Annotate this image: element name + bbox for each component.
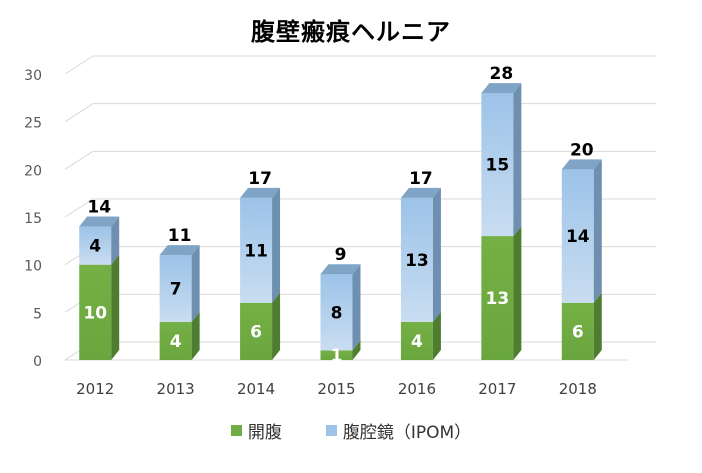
bar-segment [400, 321, 433, 360]
bar-segment [159, 255, 192, 322]
bar-segment [159, 321, 192, 360]
total-label: 17 [409, 169, 433, 189]
bar-top-face [400, 187, 441, 198]
bar-segment [240, 302, 273, 360]
total-label: 28 [490, 64, 514, 84]
gridline [64, 150, 656, 170]
total-label: 9 [335, 245, 347, 265]
y-tick-label: 10 [24, 259, 42, 275]
bar-side-face [352, 264, 361, 351]
bar-segment [561, 169, 594, 303]
data-label: 1 [331, 346, 343, 366]
data-label: 4 [89, 237, 101, 257]
total-label: 14 [87, 198, 111, 218]
bar-side-face [513, 83, 522, 237]
y-tick-label: 5 [33, 306, 42, 322]
data-label: 13 [486, 289, 510, 309]
bar-top-face [79, 216, 120, 227]
legend-item-open: 開腹 [230, 418, 282, 443]
legend-swatch-laparoscopic [325, 425, 337, 436]
bar-side-face [593, 292, 602, 360]
data-label: 8 [331, 303, 343, 323]
x-tick-label: 2014 [237, 380, 275, 398]
legend-item-laparoscopic: 腹腔鏡（IPOM） [325, 418, 472, 443]
y-tick-label: 30 [24, 68, 42, 84]
y-tick-label: 20 [24, 163, 42, 179]
bar-side-face [272, 187, 281, 303]
y-tick-label: 25 [24, 116, 42, 132]
gridline [64, 103, 656, 123]
bar-side-face [352, 340, 361, 360]
bar-segment [79, 264, 112, 360]
x-tick-label: 2015 [317, 380, 355, 398]
bar-side-face [593, 159, 602, 303]
bar-segment [561, 302, 594, 360]
legend: 開腹 腹腔鏡（IPOM） [0, 418, 702, 443]
chart-title: 腹壁瘢痕ヘルニア [251, 18, 451, 46]
bar-segment [481, 236, 514, 360]
y-tick-label: 0 [33, 354, 42, 370]
x-tick-label: 2017 [478, 380, 516, 398]
bar-segment [481, 93, 514, 237]
bar-top-face [481, 83, 522, 94]
gridline [64, 55, 656, 75]
bar-side-face [111, 254, 120, 360]
data-label: 15 [486, 156, 510, 176]
bar-side-face [513, 226, 522, 360]
bar-side-face [272, 292, 281, 360]
bar-top-face [159, 245, 200, 256]
y-tick-label: 15 [24, 211, 42, 227]
total-label: 17 [248, 169, 272, 189]
data-label: 13 [405, 251, 429, 271]
data-label: 4 [411, 332, 423, 352]
data-label: 14 [566, 227, 590, 247]
data-label: 7 [170, 280, 182, 300]
bar-segment [320, 350, 353, 360]
x-tick-label: 2013 [157, 380, 195, 398]
x-tick-label: 2018 [559, 380, 597, 398]
bar-top-face [320, 264, 361, 275]
legend-swatch-open [230, 425, 242, 436]
data-label: 6 [572, 322, 584, 342]
legend-label-laparoscopic: 腹腔鏡（IPOM） [342, 423, 472, 443]
x-tick-label: 2016 [398, 380, 436, 398]
data-label: 4 [170, 332, 182, 352]
bar-segment [400, 197, 433, 322]
bar-segment [320, 274, 353, 351]
bar-segment [79, 226, 112, 265]
gridline [64, 198, 656, 218]
x-tick-label: 2012 [76, 380, 114, 398]
bar-side-face [111, 216, 120, 265]
bar-segment [240, 197, 273, 303]
legend-label-open: 開腹 [247, 423, 282, 443]
bar-side-face [432, 187, 441, 322]
bar-side-face [432, 311, 441, 360]
data-label: 6 [250, 322, 262, 342]
bar-top-face [561, 159, 602, 170]
bar-side-face [191, 311, 200, 360]
total-label: 20 [570, 140, 594, 160]
data-label: 11 [244, 241, 268, 261]
total-label: 11 [168, 226, 192, 246]
bar-side-face [191, 245, 200, 322]
bar-top-face [240, 187, 281, 198]
data-label: 10 [83, 303, 107, 323]
